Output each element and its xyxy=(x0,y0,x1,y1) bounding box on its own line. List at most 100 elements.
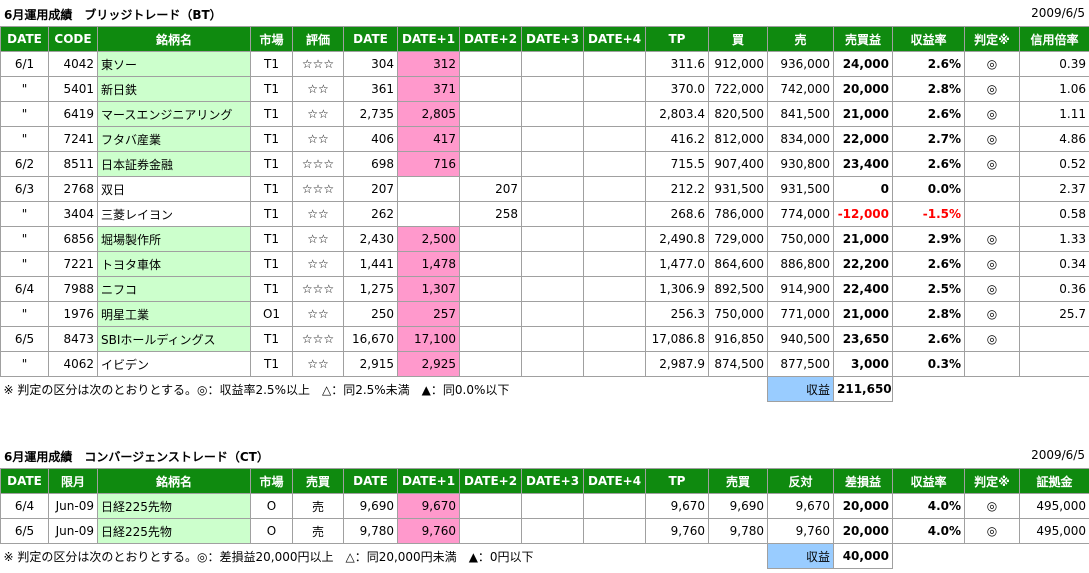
results-table: DATE 限月 銘柄名 市場 売買 DATE DATE+1 DATE+2 DATE+3 DATE+… xyxy=(0,468,1089,569)
cell: 日本証券金融 xyxy=(97,151,251,177)
empty-cell xyxy=(459,101,522,127)
cell: 1,478 xyxy=(397,251,460,277)
empty-cell xyxy=(583,126,646,152)
empty-cell xyxy=(521,301,584,327)
cell: 2,500 xyxy=(397,226,460,252)
cell: 22,000 xyxy=(833,126,893,152)
cell: 1.11 xyxy=(1019,101,1089,127)
column-header: DATE+1 xyxy=(397,468,460,494)
empty-cell xyxy=(964,176,1020,202)
column-header: TP xyxy=(645,468,709,494)
cell: 4.0% xyxy=(892,493,965,519)
data-row: 6/2 8511 日本証券金融 T1 ☆☆☆ 698 716 715.5 907,400 930,… xyxy=(0,151,1089,177)
empty-cell xyxy=(521,101,584,127)
cell: 1,477.0 xyxy=(645,251,709,277)
cell: 9,690 xyxy=(708,493,768,519)
cell: 4042 xyxy=(48,51,98,77)
cell: 6/1 xyxy=(0,51,49,77)
cell: 258 xyxy=(459,201,522,227)
cell: ☆☆☆ xyxy=(292,276,344,302)
cell: 916,850 xyxy=(708,326,768,352)
column-header: CODE xyxy=(48,26,98,52)
cell: O1 xyxy=(250,301,293,327)
cell: 9,670 xyxy=(767,493,834,519)
total-label: 収益 xyxy=(767,543,834,569)
cell: 6/2 xyxy=(0,151,49,177)
cell: ☆☆☆ xyxy=(292,176,344,202)
column-header: 証拠金 xyxy=(1019,468,1089,494)
cell: 2.6% xyxy=(892,251,965,277)
cell: 東ソー xyxy=(97,51,251,77)
footer-row: ※ 判定の区分は次のとおりとする。◎：差損益20,000円以上 △：同20,00… xyxy=(1,543,1089,569)
cell: ◎ xyxy=(964,76,1020,102)
column-header: 限月 xyxy=(48,468,98,494)
column-header: TP xyxy=(645,26,709,52)
cell: 812,000 xyxy=(708,126,768,152)
cell: O xyxy=(250,518,293,544)
cell: Jun-09 xyxy=(48,493,98,519)
empty-cell xyxy=(893,377,1089,402)
cell: 304 xyxy=(343,51,398,77)
column-header: 判定※ xyxy=(964,468,1020,494)
empty-cell xyxy=(521,493,584,519)
cell: 20,000 xyxy=(833,518,893,544)
cell: 0.36 xyxy=(1019,276,1089,302)
empty-cell xyxy=(459,326,522,352)
cell: 日経225先物 xyxy=(97,493,251,519)
data-row: " 6856 堀場製作所 T1 ☆☆ 2,430 2,500 2,490.8 729,000 75… xyxy=(0,226,1089,252)
cell: 23,400 xyxy=(833,151,893,177)
cell: 0 xyxy=(833,176,893,202)
cell: ☆☆ xyxy=(292,76,344,102)
empty-cell xyxy=(583,201,646,227)
cell: 2,915 xyxy=(343,351,398,377)
column-header: DATE+3 xyxy=(521,26,584,52)
cell: 1.06 xyxy=(1019,76,1089,102)
empty-cell xyxy=(964,201,1020,227)
column-header: 収益率 xyxy=(892,468,965,494)
empty-cell xyxy=(521,251,584,277)
cell: 722,000 xyxy=(708,76,768,102)
cell: ◎ xyxy=(964,151,1020,177)
cell: 6856 xyxy=(48,226,98,252)
cell: 0.52 xyxy=(1019,151,1089,177)
cell: 2.6% xyxy=(892,101,965,127)
cell: 370.0 xyxy=(645,76,709,102)
cell: 6/4 xyxy=(0,276,49,302)
cell: 1.33 xyxy=(1019,226,1089,252)
cell: 750,000 xyxy=(767,226,834,252)
cell: " xyxy=(0,76,49,102)
cell: 771,000 xyxy=(767,301,834,327)
section-date: 2009/6/5 xyxy=(1031,6,1085,20)
empty-cell xyxy=(1019,326,1089,352)
cell: T1 xyxy=(250,226,293,252)
data-row: " 5401 新日鉄 T1 ☆☆ 361 371 370.0 722,000 742,000 20,… xyxy=(0,76,1089,102)
empty-cell xyxy=(459,51,522,77)
cell: 4.86 xyxy=(1019,126,1089,152)
empty-cell xyxy=(459,126,522,152)
cell: 2.9% xyxy=(892,226,965,252)
empty-cell xyxy=(893,544,1089,569)
cell: 0.3% xyxy=(892,351,965,377)
cell: フタバ産業 xyxy=(97,126,251,152)
cell: 9,760 xyxy=(767,518,834,544)
cell: 25.7 xyxy=(1019,301,1089,327)
cell: 4062 xyxy=(48,351,98,377)
empty-cell xyxy=(583,301,646,327)
cell: 2,490.8 xyxy=(645,226,709,252)
cell: 907,400 xyxy=(708,151,768,177)
cell: 1,307 xyxy=(397,276,460,302)
cell: 16,670 xyxy=(343,326,398,352)
cell: 9,780 xyxy=(343,518,398,544)
cell: Jun-09 xyxy=(48,518,98,544)
cell: 日経225先物 xyxy=(97,518,251,544)
cell: ☆☆☆ xyxy=(292,51,344,77)
column-header: DATE xyxy=(0,468,49,494)
empty-cell xyxy=(583,351,646,377)
cell: " xyxy=(0,201,49,227)
empty-cell xyxy=(521,176,584,202)
cell: 874,500 xyxy=(708,351,768,377)
cell: 2.6% xyxy=(892,151,965,177)
cell: 2,805 xyxy=(397,101,460,127)
column-header: 売買 xyxy=(292,468,344,494)
column-header: 市場 xyxy=(250,26,293,52)
